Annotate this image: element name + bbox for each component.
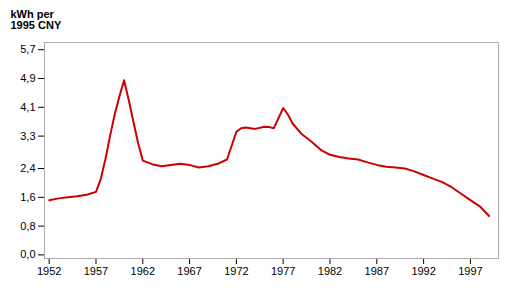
svg-text:1992: 1992 (411, 265, 435, 277)
svg-text:5,7: 5,7 (20, 43, 35, 55)
svg-text:4,9: 4,9 (20, 72, 35, 84)
svg-text:1967: 1967 (177, 265, 201, 277)
svg-text:1987: 1987 (365, 265, 389, 277)
svg-text:1997: 1997 (458, 265, 482, 277)
svg-text:1957: 1957 (84, 265, 108, 277)
svg-text:0,0: 0,0 (20, 248, 35, 260)
svg-text:1982: 1982 (318, 265, 342, 277)
svg-text:0,8: 0,8 (20, 220, 35, 232)
svg-text:1977: 1977 (271, 265, 295, 277)
svg-text:3,3: 3,3 (20, 130, 35, 142)
svg-text:1,6: 1,6 (20, 191, 35, 203)
svg-text:1972: 1972 (224, 265, 248, 277)
svg-text:kWh per1995 CNY: kWh per1995 CNY (11, 8, 62, 31)
svg-text:2,4: 2,4 (20, 162, 35, 174)
svg-text:1952: 1952 (37, 265, 61, 277)
svg-text:1962: 1962 (131, 265, 155, 277)
svg-text:4,1: 4,1 (20, 101, 35, 113)
